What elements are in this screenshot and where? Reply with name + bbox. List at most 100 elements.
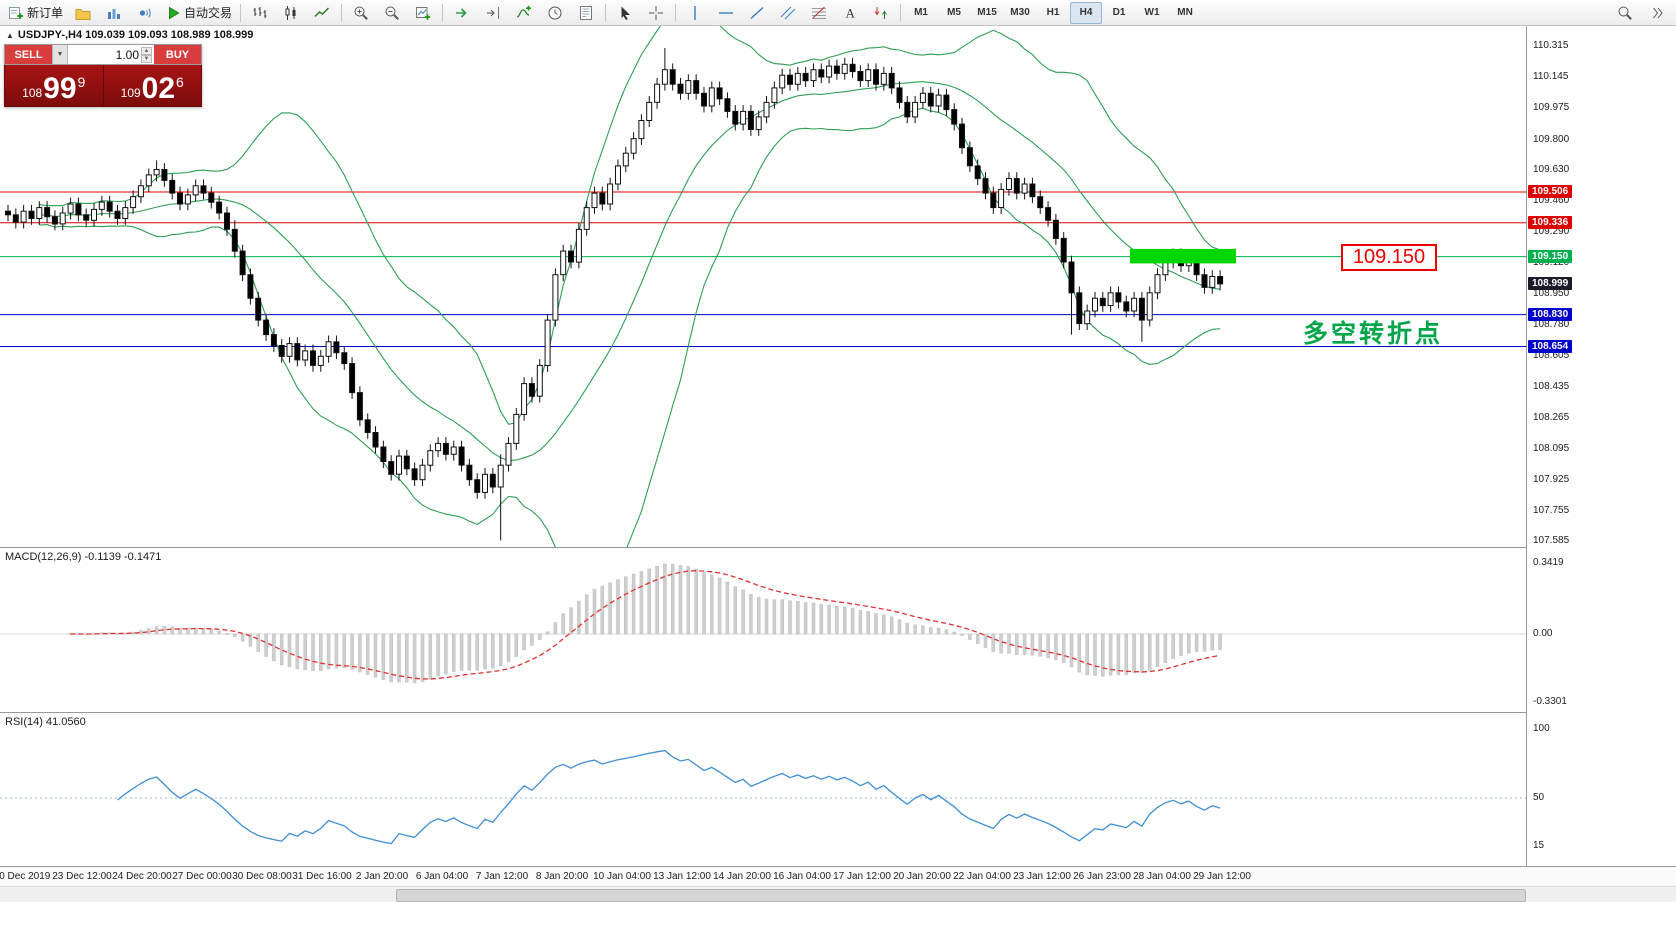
candlestick-chart[interactable] xyxy=(0,26,1526,547)
bar-chart-button[interactable] xyxy=(245,1,275,25)
vertical-line-button[interactable] xyxy=(680,1,710,25)
fib-icon xyxy=(811,5,827,21)
time-axis-label: 31 Dec 16:00 xyxy=(292,871,352,882)
price-tick: 108.435 xyxy=(1533,381,1570,393)
time-axis-label: 23 Dec 12:00 xyxy=(52,871,112,882)
equidistant-channel-button[interactable] xyxy=(773,1,803,25)
volume-down-icon[interactable]: ▼ xyxy=(141,54,152,63)
volume-input[interactable]: 1.00 ▲ ▼ xyxy=(68,45,154,64)
buy-price-prefix: 109 xyxy=(120,86,141,100)
annotation-note-text[interactable]: 多空转折点 xyxy=(1303,320,1444,348)
timeframe-m5-button[interactable]: M5 xyxy=(947,6,961,18)
auto-trading-label: 自动交易 xyxy=(184,6,233,20)
svg-text:A: A xyxy=(846,5,856,20)
line-chart-button[interactable] xyxy=(307,1,337,25)
new-order-button[interactable]: 新订单 xyxy=(4,1,67,25)
price-tag-109.506: 109.506 xyxy=(1528,184,1573,198)
price-tick: 109.975 xyxy=(1533,101,1570,113)
time-axis-label: 24 Dec 20:00 xyxy=(112,871,172,882)
alerts-button[interactable] xyxy=(130,1,160,25)
horizontal-scrollbar[interactable] xyxy=(0,886,1676,902)
toolbar-right-group xyxy=(1610,1,1672,25)
main-chart-pane[interactable]: ▲ USDJPY-,H4 109.039 109.093 108.989 108… xyxy=(0,26,1526,547)
rsi-scale-50: 50 xyxy=(1533,792,1545,803)
time-axis-label: 10 Jan 04:00 xyxy=(593,871,651,882)
macd-pane[interactable]: MACD(12,26,9) -0.1139 -0.1471 xyxy=(0,547,1526,712)
crosshair-button[interactable] xyxy=(641,1,671,25)
macd-scale-bottom: -0.3301 xyxy=(1533,696,1567,707)
sell-price-display[interactable]: 108 99 9 xyxy=(5,65,104,106)
price-tick: 108.605 xyxy=(1533,350,1570,362)
rsi-plot[interactable] xyxy=(0,713,1526,866)
symbol-ohlc-text: USDJPY-,H4 109.039 109.093 108.989 108.9… xyxy=(17,29,254,41)
market-watch-button[interactable] xyxy=(99,1,129,25)
price-level-label[interactable]: 109.150 xyxy=(1341,244,1437,271)
sell-button[interactable]: SELL xyxy=(5,45,52,64)
scrollbar-thumb[interactable] xyxy=(396,889,1526,902)
volume-stepper[interactable]: ▲ ▼ xyxy=(141,46,152,63)
auto-trading-button[interactable]: 自动交易 xyxy=(161,1,236,25)
time-axis-label: 26 Jan 23:00 xyxy=(1073,871,1131,882)
price-tick: 109.290 xyxy=(1533,226,1570,238)
timeframe-d1-button[interactable]: D1 xyxy=(1112,6,1126,18)
timeframe-w1-button[interactable]: W1 xyxy=(1144,6,1160,18)
chevrons-icon xyxy=(1649,5,1665,21)
trend-icon xyxy=(749,5,765,21)
timeframe-h4-button[interactable]: H4 xyxy=(1070,1,1103,24)
profiles-button[interactable] xyxy=(68,1,98,25)
vline-icon xyxy=(687,5,703,21)
rsi-pane[interactable]: RSI(14) 41.0560 xyxy=(0,712,1526,866)
toolbar-separator xyxy=(675,3,677,22)
line-icon xyxy=(314,5,330,21)
templates-button[interactable] xyxy=(571,1,601,25)
indicators-icon xyxy=(516,5,532,21)
zoom-in-button[interactable] xyxy=(346,1,376,25)
trendline-button[interactable] xyxy=(742,1,772,25)
macd-plot[interactable] xyxy=(0,548,1526,712)
one-click-trading-panel: SELL ▼ 1.00 ▲ ▼ BUY 108 99 9 109 02 6 xyxy=(4,44,202,107)
search-button[interactable] xyxy=(1610,1,1640,25)
price-tick: 109.800 xyxy=(1533,133,1570,145)
timeframe-m30-button[interactable]: M30 xyxy=(1010,6,1030,18)
price-tag-109.336: 109.336 xyxy=(1528,215,1573,229)
time-axis-label: 7 Jan 12:00 xyxy=(475,871,529,882)
cursor-button[interactable] xyxy=(610,1,640,25)
time-axis-label: 17 Jan 12:00 xyxy=(833,871,891,882)
timeframe-mn-button[interactable]: MN xyxy=(1177,6,1193,18)
price-tick: 109.630 xyxy=(1533,164,1570,176)
indicators-button[interactable] xyxy=(509,1,539,25)
auto-scroll-button[interactable] xyxy=(447,1,477,25)
volume-up-icon[interactable]: ▲ xyxy=(141,46,152,55)
time-axis-label: 8 Jan 20:00 xyxy=(535,871,589,882)
timeframe-m15-button[interactable]: M15 xyxy=(977,6,997,18)
order-type-dropdown[interactable]: ▼ xyxy=(52,45,68,64)
time-axis-label: 14 Jan 20:00 xyxy=(713,871,771,882)
candles-icon xyxy=(283,5,299,21)
time-axis-label: 27 Dec 00:00 xyxy=(172,871,232,882)
text-button[interactable]: A xyxy=(835,1,865,25)
horizontal-line-button[interactable] xyxy=(711,1,741,25)
collapse-panel-icon[interactable]: ▲ xyxy=(6,30,14,40)
price-tick: 110.145 xyxy=(1533,71,1569,83)
volume-value: 1.00 xyxy=(115,47,139,62)
timeframe-h1-button[interactable]: H1 xyxy=(1046,6,1060,18)
toolbar-options-button[interactable] xyxy=(1642,1,1672,25)
arrows-button[interactable] xyxy=(866,1,896,25)
price-tick: 108.265 xyxy=(1533,412,1570,424)
fibonacci-button[interactable] xyxy=(804,1,834,25)
zoom-out-button[interactable] xyxy=(377,1,407,25)
periods-button[interactable] xyxy=(540,1,570,25)
buy-button[interactable]: BUY xyxy=(154,45,201,64)
chart-shift-button[interactable] xyxy=(478,1,508,25)
bars-icon xyxy=(252,5,268,21)
price-scale[interactable]: 110.315 110.145 109.975 109.800 109.630 109.4… xyxy=(1526,26,1676,886)
buy-price-display[interactable]: 109 02 6 xyxy=(104,65,202,106)
time-axis-label: 28 Jan 04:00 xyxy=(1133,871,1191,882)
crosshair-icon xyxy=(648,5,664,21)
new-chart-button[interactable] xyxy=(408,1,438,25)
channel-icon xyxy=(780,5,796,21)
toolbar-separator xyxy=(605,3,607,22)
candlestick-chart-button[interactable] xyxy=(276,1,306,25)
timeframe-m1-button[interactable]: M1 xyxy=(914,6,928,18)
